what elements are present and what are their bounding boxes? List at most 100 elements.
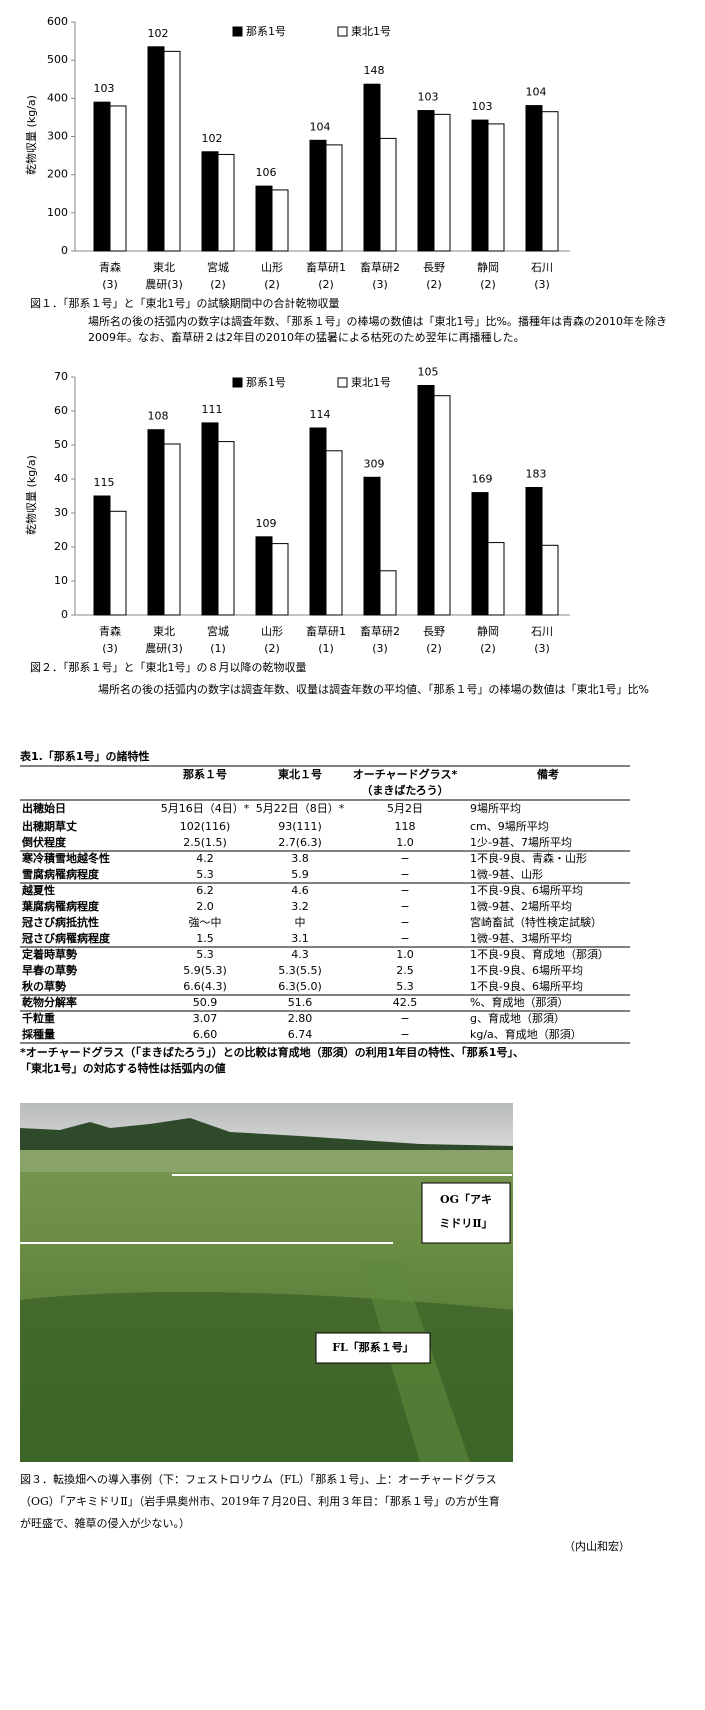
bar xyxy=(487,123,505,252)
cell: 5月16日（4日）* xyxy=(161,802,250,815)
cell: %、育成地（那須） xyxy=(470,995,568,1009)
row-label: 出穂始日 xyxy=(22,801,66,815)
bar xyxy=(255,536,273,616)
figure-note: 2009年。なお、畜草研２は2年目の2010年の猛暑による枯死のため翌年に再播種… xyxy=(88,330,525,344)
x-tick-label: 静岡 xyxy=(477,260,499,274)
cell: 50.9 xyxy=(193,996,218,1009)
bar xyxy=(487,542,505,616)
cell: 42.5 xyxy=(393,996,418,1009)
table-header-note: （まきばたろう） xyxy=(361,783,448,797)
legend-label: 東北1号 xyxy=(351,376,391,389)
cell: 1少-9甚、7場所平均 xyxy=(470,836,572,849)
photo-label: OG「アキ xyxy=(440,1192,492,1206)
x-tick-label: (1) xyxy=(210,642,226,655)
y-axis-label: 乾物収量 (kg/a) xyxy=(24,455,38,535)
x-tick-label: (3) xyxy=(102,642,118,655)
cell: − xyxy=(400,900,409,913)
cell: 3.1 xyxy=(291,932,309,945)
photo-label: ミドリⅡ」 xyxy=(439,1217,492,1230)
cell: 118 xyxy=(395,820,416,833)
y-tick-label: 100 xyxy=(47,206,68,219)
legend-label: 東北1号 xyxy=(351,25,391,38)
cell: 宮崎畜試（特性検定試験） xyxy=(470,915,602,929)
table-header: オーチャードグラス* xyxy=(353,767,458,781)
legend-label: 那系1号 xyxy=(246,376,286,389)
x-tick-label: 畜草研1 xyxy=(306,624,346,638)
bar xyxy=(217,441,235,616)
cell: 6.3(5.0) xyxy=(278,980,322,993)
figure-note: 場所名の後の括弧内の数字は調査年数、「那系１号」の棒場の数値は「東北1号」比%。… xyxy=(88,314,667,328)
x-tick-label: (3) xyxy=(534,278,550,291)
cell: 2.80 xyxy=(288,1012,313,1025)
figure-caption: 図２．「那系１号」と「東北1号」の８月以降の乾物収量 xyxy=(30,660,307,674)
row-label: 採種量 xyxy=(22,1027,55,1041)
row-label: 冠さび病罹病程度 xyxy=(22,931,111,945)
bar xyxy=(325,144,343,252)
cell: 3.8 xyxy=(291,852,309,865)
cell: 1不良-9良、6場所平均 xyxy=(470,883,583,897)
cell: 4.3 xyxy=(291,948,309,961)
bar xyxy=(271,189,289,252)
y-tick-label: 0 xyxy=(61,244,68,257)
x-tick-label: (3) xyxy=(372,642,388,655)
ratio-label: 102 xyxy=(202,132,223,145)
cell: 1.0 xyxy=(396,836,414,849)
cell: 6.6(4.3) xyxy=(183,980,227,993)
figure-note: 場所名の後の括弧内の数字は調査年数、収量は調査年数の平均値、「那系１号」の棒場の… xyxy=(98,682,649,696)
ratio-label: 115 xyxy=(94,476,115,489)
bar xyxy=(471,492,489,616)
cell: 3.2 xyxy=(291,900,309,913)
x-tick-label: 宮城 xyxy=(207,260,229,274)
bar xyxy=(363,476,381,616)
figure-caption: が旺盛で、雑草の侵入が少ない。） xyxy=(20,1516,190,1530)
cell: 51.6 xyxy=(288,996,313,1009)
x-tick-label: 農研(3) xyxy=(145,277,183,291)
y-tick-label: 20 xyxy=(54,540,68,553)
x-tick-label: 東北 xyxy=(153,261,175,274)
legend-swatch xyxy=(232,377,243,388)
x-tick-label: 青森 xyxy=(99,260,121,274)
y-tick-label: 60 xyxy=(54,404,68,417)
bar xyxy=(255,185,273,252)
cell: 2.5(1.5) xyxy=(183,836,227,849)
cell: 3.07 xyxy=(193,1012,218,1025)
bar xyxy=(471,119,489,252)
figure-caption: （OG）「アキミドリⅡ」（岩手県奥州市、2019年７月20日、利用３年目：「那系… xyxy=(20,1494,500,1508)
cell: − xyxy=(400,932,409,945)
cell: 5.3 xyxy=(196,868,214,881)
x-tick-label: 石川 xyxy=(531,261,553,274)
x-tick-label: (2) xyxy=(318,278,334,291)
ratio-label: 148 xyxy=(364,64,385,77)
table-header: 那系１号 xyxy=(183,767,227,781)
bar xyxy=(163,50,181,252)
ratio-label: 103 xyxy=(94,82,115,95)
x-tick-label: (2) xyxy=(210,278,226,291)
x-tick-label: 長野 xyxy=(423,625,445,638)
x-tick-label: 東北 xyxy=(153,625,175,638)
x-tick-label: (1) xyxy=(318,642,334,655)
bar xyxy=(363,83,381,252)
cell: 1.5 xyxy=(196,932,214,945)
cell: − xyxy=(400,884,409,897)
row-label: 乾物分解率 xyxy=(22,995,77,1009)
ratio-label: 169 xyxy=(472,473,493,486)
bar xyxy=(541,111,559,252)
row-label: 秋の草勢 xyxy=(22,979,66,993)
author: （内山和宏） xyxy=(564,1539,630,1553)
bar xyxy=(147,429,165,616)
table-footnote: *オーチャードグラス（「まきばたろう」）との比較は育成地（那須）の利用1年目の特… xyxy=(20,1045,524,1059)
ratio-label: 114 xyxy=(310,408,331,421)
y-axis-label: 乾物収量 (kg/a) xyxy=(24,95,38,175)
legend-swatch xyxy=(337,377,348,388)
cell: 5.3 xyxy=(396,980,414,993)
y-tick-label: 10 xyxy=(54,574,68,587)
legend-swatch xyxy=(337,26,348,37)
x-tick-label: 宮城 xyxy=(207,624,229,638)
cell: 1.0 xyxy=(396,948,414,961)
figure-caption: 図１．「那系１号」と「東北1号」の試験期間中の合計乾物収量 xyxy=(30,296,340,310)
y-tick-label: 400 xyxy=(47,91,68,104)
cell: 5月2日 xyxy=(387,802,423,815)
figure-caption: 図３．転換畑への導入事例（下：フェストロリウム（FL）「那系１号」、上：オーチャ… xyxy=(20,1472,497,1486)
cell: 6.74 xyxy=(288,1028,313,1041)
